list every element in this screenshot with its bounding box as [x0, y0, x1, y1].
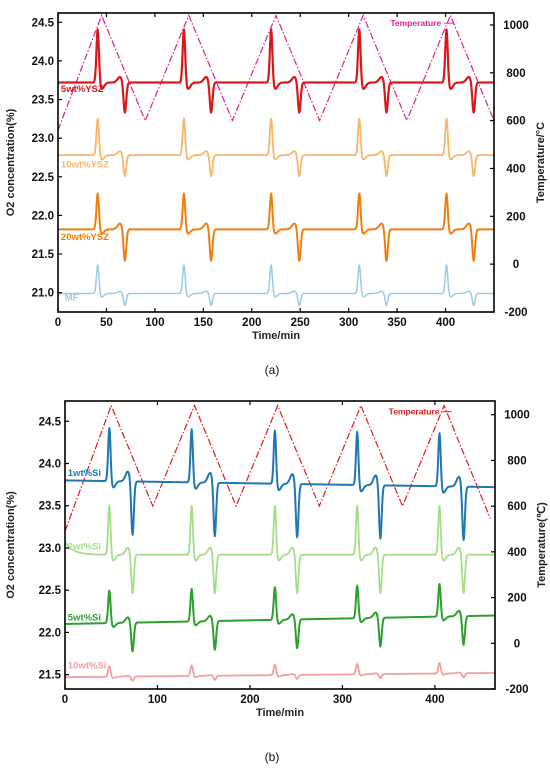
y-tick-label: 22.5 — [32, 172, 55, 184]
series-line-20wtysz — [58, 192, 494, 262]
x-tick-label: 300 — [339, 317, 358, 329]
y2-tick-label: 600 — [506, 116, 525, 128]
x-tick-label: 100 — [145, 317, 164, 329]
y-axis-label: O2 concentration(%) — [5, 491, 17, 599]
x-tick-label: 400 — [425, 694, 444, 706]
x-tick-label: 100 — [148, 694, 167, 706]
y2-tick-label: 600 — [507, 501, 526, 513]
x-tick-label: 250 — [291, 317, 310, 329]
y2-tick-label: 200 — [506, 211, 525, 223]
series-layer — [58, 28, 494, 307]
y2-tick-label: 0 — [514, 638, 520, 650]
plot-frame — [57, 12, 495, 313]
y-tick-label: 21.5 — [39, 670, 62, 682]
series-label: 20wt%YSZ — [61, 232, 109, 243]
y-tick-label: 22.5 — [39, 585, 62, 597]
y-tick-label: 24.5 — [39, 416, 62, 428]
x-tick-label: 400 — [436, 317, 455, 329]
panel-b-chart: 1wt%Si 2wt%Si 5wt%Si 10wt%Si Temperature 0 100… — [5, 400, 548, 719]
temperature-label: Temperature — [390, 18, 441, 28]
series-label: 5wt%YSZ — [61, 84, 104, 95]
y-tick-label: 21.0 — [32, 288, 54, 300]
series-line-5wtysz — [58, 28, 494, 114]
series-label: MF — [65, 292, 79, 303]
y2-axis-label: Temperature/°C — [535, 122, 547, 203]
y2-tick-label: 800 — [506, 68, 525, 80]
y-tick-label: 23.0 — [39, 543, 61, 555]
series-label: 2wt%Si — [68, 542, 101, 553]
x-tick-label: 50 — [100, 317, 113, 329]
y-tick-label: 23.0 — [32, 133, 54, 145]
temperature-layer — [65, 403, 491, 532]
y2-tick-label: -200 — [505, 684, 528, 696]
temperature-layer — [58, 13, 494, 131]
y2-axis-label: Temperature(℃) — [536, 502, 548, 588]
temperature-line — [65, 403, 491, 532]
y-tick-label: 21.5 — [32, 249, 55, 261]
x-tick-label: 200 — [240, 694, 259, 706]
x-tick-label: 150 — [194, 317, 213, 329]
series-line-mf — [58, 264, 494, 307]
y2-tick-label: 400 — [507, 547, 526, 559]
y-tick-label: 24.5 — [32, 17, 55, 29]
x-axis-label: Time/min — [256, 707, 304, 719]
series-line-5wtsi — [65, 582, 495, 653]
x-axis-label: Time/min — [252, 330, 300, 342]
plot-frame — [64, 400, 496, 690]
y-tick-label: 22.0 — [32, 210, 54, 222]
y2-tick-label: 800 — [507, 455, 526, 467]
x-tick-label: 0 — [62, 694, 68, 706]
y-tick-label: 23.5 — [39, 501, 62, 513]
temperature-label: Temperature — [389, 407, 440, 417]
x-tick-label: 350 — [388, 317, 407, 329]
series-label: 1wt%Si — [68, 468, 101, 479]
series-label: 10wt%YSZ — [61, 160, 109, 171]
y2-tick-label: -200 — [504, 307, 527, 319]
y-tick-label: 23.5 — [32, 95, 55, 107]
x-tick-label: 300 — [333, 694, 352, 706]
panel-b-caption: (b) — [265, 750, 280, 764]
x-tick-label: 0 — [55, 317, 61, 329]
series-label: 5wt%Si — [68, 613, 101, 624]
y-tick-label: 22.0 — [39, 627, 61, 639]
y2-tick-label: 0 — [513, 259, 519, 271]
y2-tick-label: 1000 — [504, 410, 530, 422]
y-tick-label: 24.0 — [32, 56, 54, 68]
x-tick-label: 200 — [242, 317, 261, 329]
y-tick-label: 24.0 — [39, 458, 61, 470]
series-line-10wtysz — [58, 117, 494, 178]
y2-tick-label: 1000 — [503, 20, 529, 32]
panel-a-chart: 5wt%YSZ 10wt%YSZ 20wt%YSZ MF Temperature 0 50 1… — [5, 12, 547, 342]
series-line-1wtsi — [65, 427, 495, 541]
series-layer — [65, 427, 495, 682]
series-line-2wtsi — [65, 504, 495, 595]
panel-a-caption: (a) — [265, 363, 280, 377]
series-label: 10wt%Si — [68, 661, 107, 672]
temperature-line — [58, 13, 494, 131]
y-axis-label: O2 concentration(%) — [5, 108, 17, 216]
y2-tick-label: 400 — [506, 163, 525, 175]
y2-tick-label: 200 — [507, 593, 526, 605]
series-line-10wtsi — [65, 661, 495, 682]
